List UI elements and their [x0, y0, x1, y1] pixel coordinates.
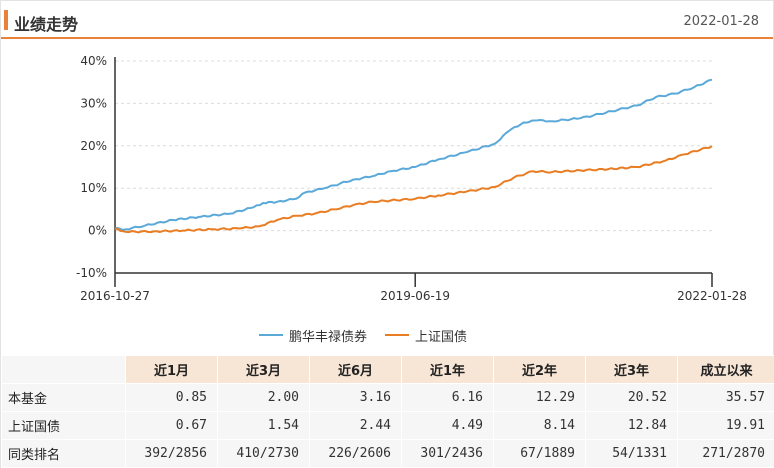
column-header: 成立以来: [677, 355, 774, 384]
y-tick-label: 30%: [80, 96, 107, 110]
chart-legend: 鹏华丰禄债券 上证国债: [259, 325, 485, 345]
legend-label-fund: 鹏华丰禄债券: [289, 329, 368, 345]
table-cell: 410/2730: [217, 439, 310, 468]
y-tick-label: 40%: [80, 54, 107, 68]
table-cell: 4.49: [401, 411, 494, 440]
y-tick-label: 0%: [88, 224, 107, 238]
table-cell: 35.57: [677, 383, 774, 412]
performance-table: 近1月 近3月 近6月 近1年 近2年 近3年 成立以来 本基金 0.85 2.…: [1, 355, 774, 468]
table-cell: 226/2606: [309, 439, 402, 468]
legend-swatch-index: [385, 334, 410, 336]
column-header: 近3年: [585, 355, 678, 384]
table-cell: 271/2870: [677, 439, 774, 468]
column-header: 近6月: [309, 355, 402, 384]
legend-item-index[interactable]: 上证国债: [385, 326, 467, 345]
table-cell: 392/2856: [125, 439, 218, 468]
table-cell: 6.16: [401, 383, 494, 412]
row-label: 同类排名: [1, 439, 126, 468]
index-series-line: [114, 145, 713, 234]
table-row: 同类排名 392/2856 410/2730 226/2606 301/2436…: [1, 439, 774, 468]
legend-item-fund[interactable]: 鹏华丰禄债券: [259, 326, 367, 345]
column-header: 近2年: [493, 355, 586, 384]
as-of-date: 2022-01-28: [683, 14, 759, 29]
column-header: 近3月: [217, 355, 310, 384]
table-cell: 8.14: [493, 411, 586, 440]
table-row: 上证国债 0.67 1.54 2.44 4.49 8.14 12.84 19.9…: [1, 411, 774, 440]
table-corner-cell: [1, 355, 126, 384]
table-cell: 54/1331: [585, 439, 678, 468]
table-header-row: 近1月 近3月 近6月 近1年 近2年 近3年 成立以来: [1, 355, 774, 384]
column-header: 近1月: [125, 355, 218, 384]
table-cell: 12.84: [585, 411, 678, 440]
y-tick-label: 10%: [80, 181, 107, 195]
table-cell: 19.91: [677, 411, 774, 440]
x-tick-label: 2019-06-19: [380, 289, 450, 303]
table-cell: 1.54: [217, 411, 310, 440]
table-cell: 20.52: [585, 383, 678, 412]
x-tick-label: 2016-10-27: [80, 289, 150, 303]
row-label: 上证国债: [1, 411, 126, 440]
table-cell: 0.85: [125, 383, 218, 412]
x-tick-label: 2022-01-28: [677, 289, 747, 303]
y-tick-label: -10%: [76, 266, 107, 280]
table-cell: 3.16: [309, 383, 402, 412]
table-cell: 0.67: [125, 411, 218, 440]
panel-title: 业绩走势: [14, 15, 79, 34]
table-cell: 2.44: [309, 411, 402, 440]
performance-chart: 40% 30% 20% 10% 0% -10% 2016-10-27 2019-06-19 20…: [76, 54, 747, 303]
legend-label-index: 上证国债: [415, 329, 468, 345]
fund-series-line: [114, 78, 713, 231]
y-tick-label: 20%: [80, 139, 107, 153]
header-accent-bar: [4, 10, 8, 30]
table-cell: 12.29: [493, 383, 586, 412]
legend-swatch-fund: [259, 334, 283, 336]
table-row: 本基金 0.85 2.00 3.16 6.16 12.29 20.52 35.5…: [1, 383, 774, 412]
row-label: 本基金: [1, 383, 126, 412]
column-header: 近1年: [401, 355, 494, 384]
table-cell: 67/1889: [493, 439, 586, 468]
panel-header: 业绩走势 2022-01-28: [1, 1, 773, 39]
table-cell: 2.00: [217, 383, 310, 412]
table-cell: 301/2436: [401, 439, 494, 468]
